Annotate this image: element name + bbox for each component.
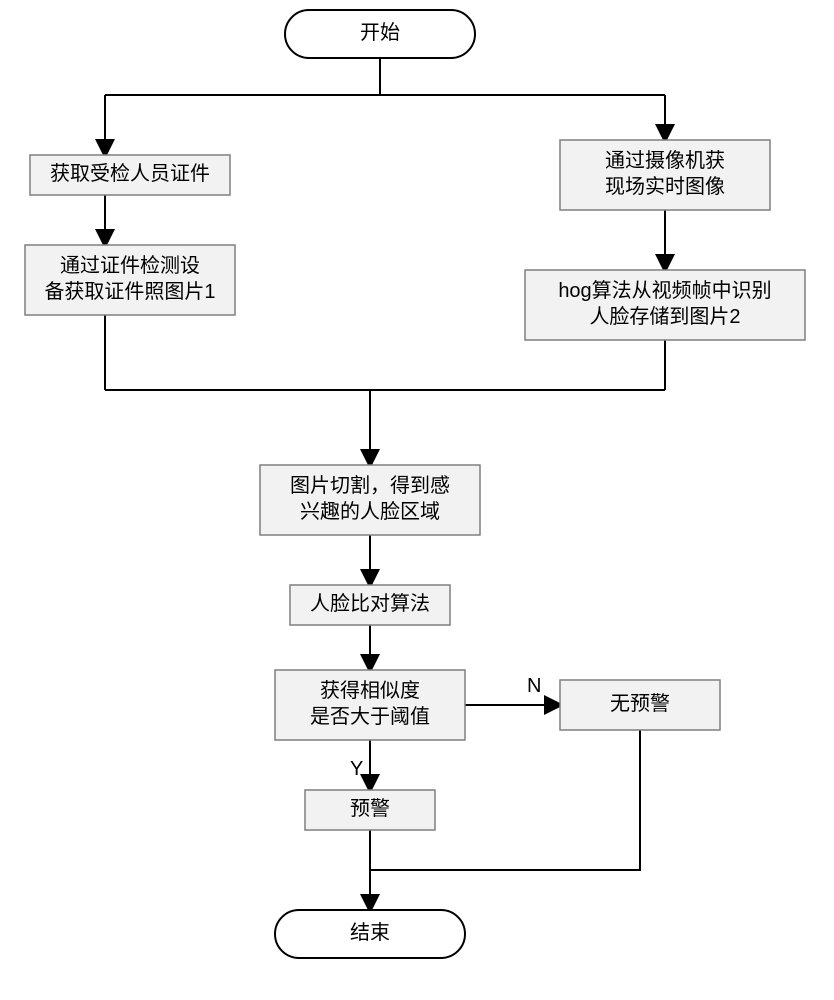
flowchart: 开始获取受检人员证件通过证件检测设备获取证件照图片1通过摄像机获现场实时图像ho…	[0, 0, 834, 1000]
node-alarm: 预警	[305, 790, 435, 830]
node-rightA: 通过摄像机获现场实时图像	[560, 140, 770, 210]
node-crop: 图片切割，得到感兴趣的人脸区域	[260, 465, 480, 535]
node-leftA: 获取受检人员证件	[30, 155, 230, 195]
node-alarm-line-0: 预警	[350, 797, 390, 820]
node-end: 结束	[275, 910, 465, 958]
node-leftB-line-1: 备获取证件照图片1	[44, 280, 215, 303]
node-start: 开始	[285, 10, 475, 58]
node-noalarm-line-0: 无预警	[610, 692, 670, 715]
node-end-line-0: 结束	[350, 921, 390, 944]
node-crop-line-0: 图片切割，得到感	[290, 474, 450, 497]
node-noalarm: 无预警	[560, 680, 720, 730]
node-rightA-line-1: 现场实时图像	[605, 175, 725, 198]
node-thresh-line-1: 是否大于阈值	[310, 705, 430, 728]
node-compare: 人脸比对算法	[290, 585, 450, 625]
node-rightB: hog算法从视频帧中识别人脸存储到图片2	[525, 270, 805, 340]
node-leftA-line-0: 获取受检人员证件	[50, 162, 210, 185]
node-leftB-line-0: 通过证件检测设	[60, 254, 200, 277]
edge-label-0: N	[527, 675, 541, 697]
node-rightB-line-0: hog算法从视频帧中识别	[558, 279, 771, 302]
node-rightB-line-1: 人脸存储到图片2	[589, 305, 740, 328]
node-crop-line-1: 兴趣的人脸区域	[300, 500, 440, 523]
node-thresh-line-0: 获得相似度	[320, 679, 420, 702]
node-compare-line-0: 人脸比对算法	[310, 592, 430, 615]
edge-label-1: Y	[350, 758, 363, 780]
node-start-line-0: 开始	[360, 21, 400, 44]
node-leftB: 通过证件检测设备获取证件照图片1	[25, 245, 235, 315]
node-thresh: 获得相似度是否大于阈值	[275, 670, 465, 740]
node-rightA-line-0: 通过摄像机获	[605, 149, 725, 172]
